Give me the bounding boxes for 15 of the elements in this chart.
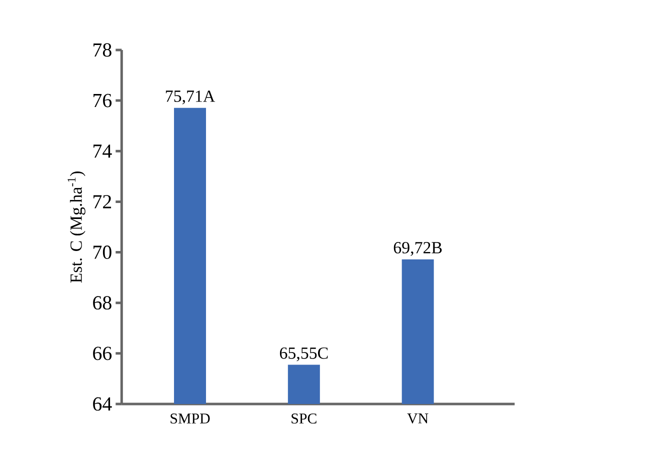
y-axis-title: Est. C (Mg.ha$^{-1}$)	[68, 172, 86, 283]
y-tick-label: 76	[94, 94, 112, 108]
y-tick-label: 78	[94, 43, 112, 57]
data-label: 65,55C	[280, 347, 328, 362]
y-tick-label: 68	[93, 296, 112, 310]
y-tick-label: 64	[93, 397, 112, 411]
x-tick-label: SPC	[292, 414, 316, 424]
y-tick-label: 74	[94, 144, 112, 158]
y-tick-label: 66	[93, 346, 112, 360]
x-tick-label: VN	[407, 414, 428, 424]
y-tick-label: 72	[94, 195, 112, 208]
y-tick-label: 70	[94, 246, 112, 259]
data-label: 69,72B	[394, 242, 442, 256]
data-label: 75,71A	[166, 90, 216, 104]
x-tick-label: SMPD	[170, 414, 210, 424]
